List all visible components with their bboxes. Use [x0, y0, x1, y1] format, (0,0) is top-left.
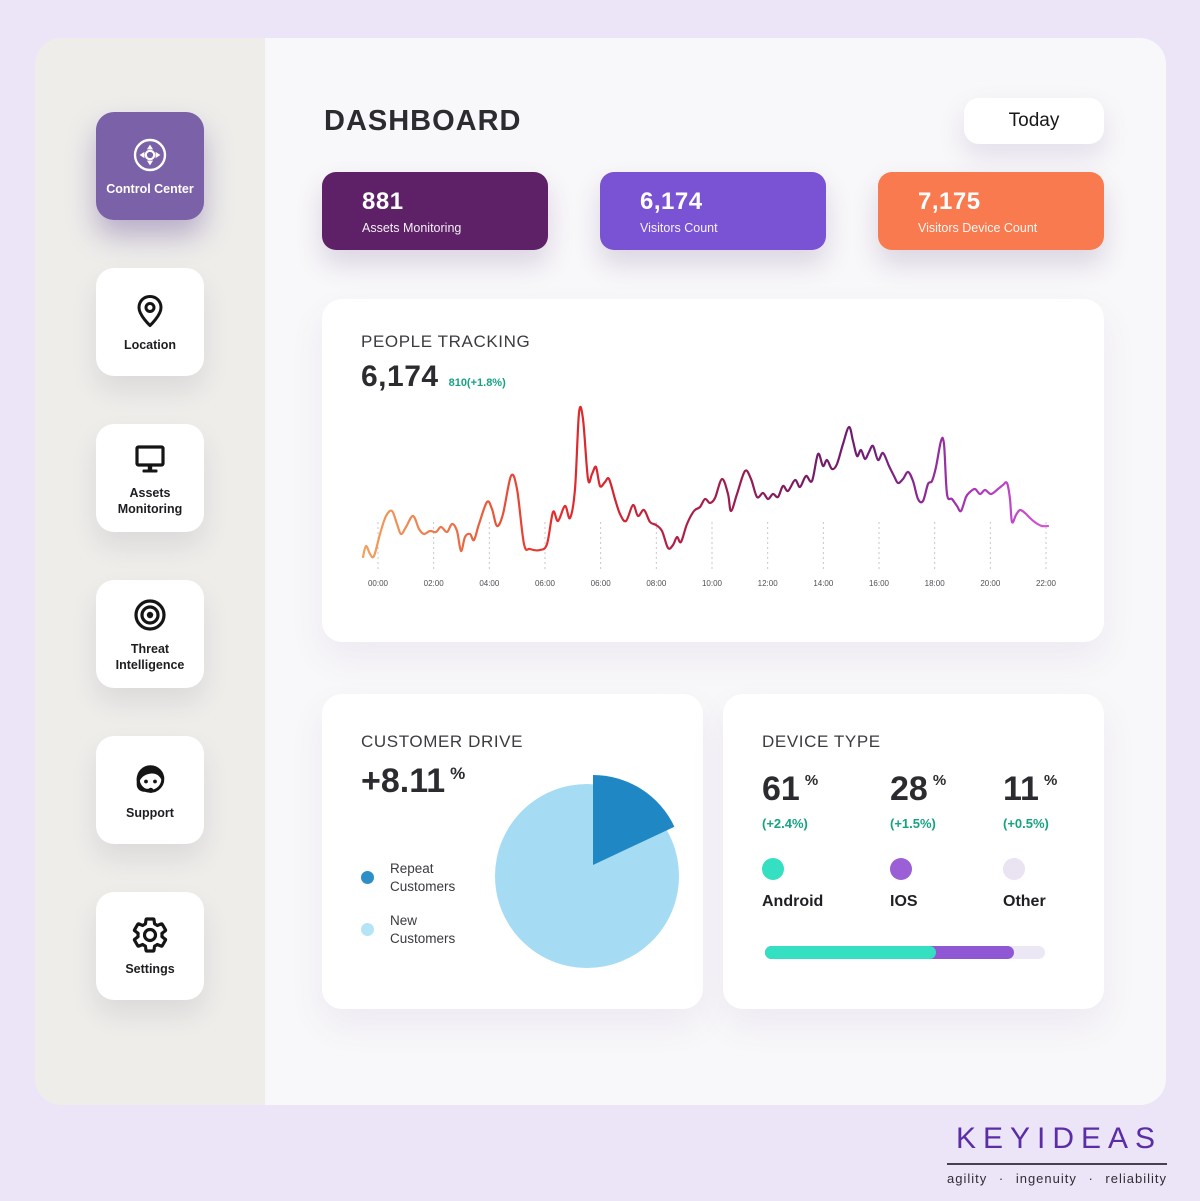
stat-label: Visitors Device Count — [918, 220, 1038, 235]
headset-icon — [130, 758, 170, 800]
device-label: Android — [762, 893, 824, 910]
brand-logo: KEYIDEAS — [947, 1122, 1167, 1165]
device-unit: % — [932, 772, 947, 789]
svg-text:16:00: 16:00 — [869, 579, 890, 588]
svg-text:14:00: 14:00 — [813, 579, 834, 588]
legend-item-repeat-customers: Repeat Customers — [361, 860, 474, 895]
svg-text:08:00: 08:00 — [646, 579, 667, 588]
sidebar-item-location[interactable]: Location — [96, 268, 204, 376]
stat-card-assets-monitoring: 881 Assets Monitoring — [322, 172, 548, 250]
sidebar: Control Center Location Assets Monitorin… — [35, 38, 265, 1105]
device-unit: % — [1043, 772, 1058, 789]
device-delta: (+1.5%) — [890, 816, 936, 831]
people-tracking-line-chart: 00:00 02:00 04:00 06:00 06:00 08:00 10:00 12:00… — [361, 405, 1057, 588]
device-label: Other — [1003, 893, 1046, 910]
page-title: DASHBOARD — [324, 104, 522, 137]
brand-tagline: agility · ingenuity · reliability — [947, 1171, 1167, 1186]
svg-text:00:00: 00:00 — [368, 579, 389, 588]
android-dot — [762, 858, 784, 880]
sidebar-item-label: Location — [123, 338, 177, 353]
sidebar-item-label: Settings — [125, 962, 175, 977]
svg-text:02:00: 02:00 — [424, 579, 445, 588]
stat-value: 881 — [362, 187, 404, 215]
bottom-row: CUSTOMER DRIVE +8.11 % Repeat Customers … — [322, 694, 1104, 1009]
sidebar-item-label: Support — [126, 806, 174, 821]
svg-text:10:00: 10:00 — [702, 579, 723, 588]
customer-drive-pie-chart — [495, 775, 679, 968]
device-value: 61 — [762, 770, 800, 808]
device-col-other: 11 % (+0.5%) Other — [1003, 770, 1057, 911]
people-tracking-card: PEOPLE TRACKING 6,174 810(+1.8%) 00:00 02… — [322, 299, 1104, 642]
stats-row: 881 Assets Monitoring 6,174 Visitors Cou… — [322, 172, 1104, 250]
device-type-card: DEVICE TYPE 61 % (+2.4%) Android 28 — [723, 694, 1104, 1009]
sidebar-item-label: Control Center — [106, 182, 194, 197]
customer-drive-title: CUSTOMER DRIVE — [361, 732, 524, 751]
svg-text:12:00: 12:00 — [758, 579, 779, 588]
device-value: 11 — [1003, 770, 1039, 808]
stat-value: 7,175 — [918, 187, 981, 215]
monitor-icon — [130, 438, 170, 480]
legend-dot — [361, 923, 374, 937]
sidebar-item-support[interactable]: Support — [96, 736, 204, 844]
svg-text:04:00: 04:00 — [479, 579, 500, 588]
gear-icon — [130, 914, 170, 956]
stat-label: Visitors Count — [640, 220, 718, 235]
chart-line — [361, 405, 1050, 559]
main-panel: DASHBOARD Today 881 Assets Monitoring 6,… — [265, 38, 1166, 1105]
device-usage-bar — [765, 946, 1045, 959]
legend-dot — [361, 871, 374, 885]
target-icon — [130, 594, 170, 636]
device-delta: (+2.4%) — [762, 816, 808, 831]
ios-dot — [890, 858, 912, 880]
legend-label: New Customers — [390, 913, 456, 946]
device-stats: 61 % (+2.4%) Android 28 % (+1.5%) — [762, 770, 1104, 911]
people-tracking-title: PEOPLE TRACKING — [361, 332, 531, 351]
device-col-ios: 28 % (+1.5%) IOS — [890, 770, 1003, 911]
svg-text:06:00: 06:00 — [535, 579, 556, 588]
customer-drive-value: +8.11 — [361, 762, 446, 800]
sidebar-item-threat-intelligence[interactable]: Threat Intelligence — [96, 580, 204, 688]
svg-text:22:00: 22:00 — [1036, 579, 1057, 588]
app-frame: Control Center Location Assets Monitorin… — [35, 38, 1166, 1105]
stat-value: 6,174 — [640, 187, 703, 215]
device-label: IOS — [890, 893, 918, 910]
pie-legend: Repeat Customers New Customers — [361, 860, 474, 947]
device-type-title: DEVICE TYPE — [762, 732, 881, 751]
sidebar-item-settings[interactable]: Settings — [96, 892, 204, 1000]
sidebar-item-label: Assets Monitoring — [117, 486, 183, 516]
stat-card-visitors-device-count: 7,175 Visitors Device Count — [878, 172, 1104, 250]
stat-card-visitors-count: 6,174 Visitors Count — [600, 172, 826, 250]
people-tracking-delta: 810(+1.8%) — [448, 377, 506, 389]
other-dot — [1003, 858, 1025, 880]
people-tracking-value: 6,174 — [361, 360, 439, 393]
device-col-android: 61 % (+2.4%) Android — [762, 770, 890, 911]
usage-bar-segment-android — [765, 946, 936, 959]
brand-block: KEYIDEAS agility · ingenuity · reliabili… — [947, 1122, 1167, 1186]
stat-label: Assets Monitoring — [362, 220, 462, 235]
svg-text:20:00: 20:00 — [980, 579, 1001, 588]
sidebar-item-assets-monitoring[interactable]: Assets Monitoring — [96, 424, 204, 532]
header: DASHBOARD Today — [322, 98, 1104, 144]
device-value: 28 — [890, 770, 928, 808]
customer-drive-card: CUSTOMER DRIVE +8.11 % Repeat Customers … — [322, 694, 703, 1009]
legend-item-new-customers: New Customers — [361, 912, 474, 947]
dpad-icon — [130, 134, 170, 176]
sidebar-item-label: Threat Intelligence — [115, 642, 185, 672]
sidebar-item-control-center[interactable]: Control Center — [96, 112, 204, 220]
svg-text:06:00: 06:00 — [591, 579, 612, 588]
map-pin-icon — [130, 290, 170, 332]
customer-drive-unit: % — [450, 764, 466, 783]
svg-text:18:00: 18:00 — [925, 579, 946, 588]
pie-slice-repeat-customers — [593, 775, 675, 865]
legend-label: Repeat Customers — [390, 861, 456, 894]
device-unit: % — [804, 772, 819, 789]
device-delta: (+0.5%) — [1003, 816, 1049, 831]
today-button[interactable]: Today — [964, 98, 1104, 144]
chart-gridlines: 00:00 02:00 04:00 06:00 06:00 08:00 10:00 12:00… — [368, 522, 1057, 588]
